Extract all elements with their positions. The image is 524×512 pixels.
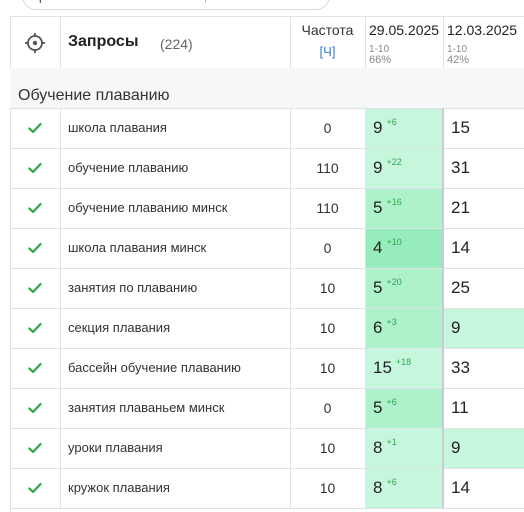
position-cell-date-1[interactable]: 6 +3 xyxy=(365,308,442,348)
table-row[interactable]: занятия по плаванию 10 5 +20 25 xyxy=(10,268,524,309)
checkmark-icon[interactable] xyxy=(10,148,60,188)
position-delta: +16 xyxy=(386,197,402,207)
checkmark-icon[interactable] xyxy=(10,108,60,148)
checkmark-icon[interactable] xyxy=(10,188,60,228)
search-input[interactable]: ⚲ xyxy=(22,0,330,10)
checkmark-icon[interactable] xyxy=(10,388,60,428)
group-header xyxy=(10,68,524,108)
date-column-1[interactable]: 29.05.2025 xyxy=(369,22,440,38)
checkmark-icon[interactable] xyxy=(10,228,60,268)
query-text[interactable]: секция плавания xyxy=(68,320,171,335)
date-2-percent: 42% xyxy=(447,54,470,66)
checkmark-icon[interactable] xyxy=(10,268,60,308)
position-delta: +18 xyxy=(395,357,412,367)
frequency-unit-toggle[interactable]: [Ч] xyxy=(319,44,336,59)
position-cell-date-2[interactable]: 31 xyxy=(443,148,524,188)
position-delta: +6 xyxy=(386,117,397,127)
position-cell-date-2[interactable]: 21 xyxy=(443,188,524,228)
position-value: 9 xyxy=(373,158,383,177)
checkmark-icon[interactable] xyxy=(10,468,60,508)
query-text[interactable]: занятия по плаванию xyxy=(68,280,198,295)
table-row[interactable]: бассейн обучение плаванию 10 15 +18 33 xyxy=(10,348,524,389)
table-row[interactable]: кружок плавания 10 8 +6 14 xyxy=(10,468,524,509)
position-cell-date-1[interactable]: 8 +6 xyxy=(365,468,442,508)
position-value: 9 xyxy=(373,118,383,137)
date-2-range: 1-10 xyxy=(447,44,468,55)
position-value: 5 xyxy=(373,198,383,217)
checkmark-icon[interactable] xyxy=(10,348,60,388)
date-1-range: 1-10 xyxy=(369,44,390,55)
query-frequency: 10 xyxy=(319,440,336,456)
date-1-percent: 66% xyxy=(369,54,392,66)
position-value: 5 xyxy=(373,278,383,297)
position-delta: +10 xyxy=(386,237,402,247)
position-value: 8 xyxy=(373,478,383,497)
queries-count: (224) xyxy=(160,36,193,52)
position-cell-date-2[interactable]: 9 xyxy=(443,428,524,468)
position-delta: +3 xyxy=(386,317,397,327)
query-frequency: 0 xyxy=(323,400,332,416)
search-separator xyxy=(205,0,211,3)
queries-header[interactable]: Запросы xyxy=(68,33,139,50)
query-frequency: 10 xyxy=(319,360,336,376)
group-title[interactable]: Обучение плаванию xyxy=(18,87,170,104)
position-cell-date-1[interactable]: 8 +1 xyxy=(365,428,442,468)
position-cell-date-2[interactable]: 15 xyxy=(443,108,524,148)
position-delta: +6 xyxy=(386,477,397,487)
table-row[interactable]: занятия плаваньем минск 0 5 +6 11 xyxy=(10,388,524,429)
position-cell-date-1[interactable]: 5 +20 xyxy=(365,268,442,308)
query-frequency: 0 xyxy=(323,120,332,136)
position-cell-date-1[interactable]: 5 +16 xyxy=(365,188,442,228)
position-delta: +22 xyxy=(386,157,402,167)
table-row[interactable]: обучение плаванию 110 9 +22 31 xyxy=(10,148,524,189)
query-text[interactable]: уроки плавания xyxy=(68,440,163,455)
table-row[interactable]: обучение плаванию минск 110 5 +16 21 xyxy=(10,188,524,229)
query-text[interactable]: обучение плаванию минск xyxy=(68,200,228,215)
position-cell-date-2[interactable]: 11 xyxy=(443,388,524,428)
position-cell-date-2[interactable]: 9 xyxy=(443,308,524,348)
position-cell-date-1[interactable]: 15 +18 xyxy=(365,348,442,388)
position-cell-date-2[interactable]: 25 xyxy=(443,268,524,308)
table-row[interactable]: уроки плавания 10 8 +1 9 xyxy=(10,428,524,469)
position-delta: +1 xyxy=(386,437,397,447)
query-text[interactable]: обучение плаванию xyxy=(68,160,189,175)
position-cell-date-1[interactable]: 4 +10 xyxy=(365,228,442,268)
position-delta: +20 xyxy=(386,277,402,287)
table-row[interactable]: секция плавания 10 6 +3 9 xyxy=(10,308,524,349)
query-frequency: 110 xyxy=(316,200,339,216)
query-text[interactable]: школа плавания xyxy=(68,120,167,135)
checkmark-icon[interactable] xyxy=(10,428,60,468)
position-value: 8 xyxy=(373,438,383,457)
query-frequency: 10 xyxy=(319,480,336,496)
position-cell-date-2[interactable]: 33 xyxy=(443,348,524,388)
query-frequency: 10 xyxy=(319,280,336,296)
query-text[interactable]: занятия плаваньем минск xyxy=(68,400,225,415)
query-frequency: 110 xyxy=(316,160,339,176)
position-cell-date-2[interactable]: 14 xyxy=(443,468,524,508)
top-toolbar: ⚲ xyxy=(0,0,524,16)
search-icon: ⚲ xyxy=(35,0,46,5)
query-text[interactable]: бассейн обучение плаванию xyxy=(68,360,241,375)
frequency-header[interactable]: Частота xyxy=(301,22,354,38)
query-text[interactable]: кружок плавания xyxy=(68,480,170,495)
position-cell-date-1[interactable]: 5 +6 xyxy=(365,388,442,428)
query-frequency: 0 xyxy=(323,240,332,256)
table-row[interactable]: школа плавания минск 0 4 +10 14 xyxy=(10,228,524,269)
position-delta: +6 xyxy=(386,397,397,407)
position-cell-date-1[interactable]: 9 +6 xyxy=(365,108,442,148)
checkmark-icon[interactable] xyxy=(10,308,60,348)
position-cell-date-2[interactable]: 14 xyxy=(443,228,524,268)
position-value: 6 xyxy=(373,318,383,337)
target-icon[interactable] xyxy=(10,17,60,68)
position-value: 15 xyxy=(373,358,392,377)
query-text[interactable]: школа плавания минск xyxy=(68,240,207,255)
table-row[interactable]: школа плавания 0 9 +6 15 xyxy=(10,108,524,149)
position-value: 4 xyxy=(373,238,383,257)
position-value: 5 xyxy=(373,398,383,417)
query-frequency: 10 xyxy=(319,320,336,336)
date-column-2[interactable]: 12.03.2025 xyxy=(447,22,518,38)
position-cell-date-1[interactable]: 9 +22 xyxy=(365,148,442,188)
